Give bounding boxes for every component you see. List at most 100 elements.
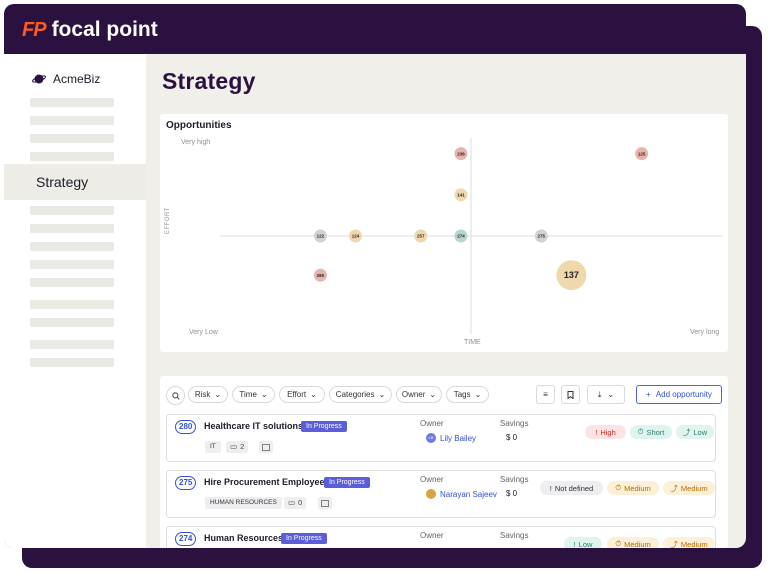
chip-text: Medium — [624, 539, 651, 549]
effort-chip: ⤴ Low — [676, 425, 714, 439]
briefcase-icon: ▭ — [288, 498, 296, 507]
opportunity-title[interactable]: Human Resources — [204, 533, 284, 543]
chip-text: Medium — [624, 483, 651, 493]
calendar-icon — [259, 441, 273, 453]
opportunity-id: 275 — [175, 476, 197, 490]
sidebar-item-placeholder[interactable] — [30, 278, 114, 287]
sidebar-item-placeholder[interactable] — [30, 300, 114, 309]
avatar: LB — [426, 433, 436, 443]
savings-label: Savings — [500, 419, 529, 428]
effort-filter[interactable]: Effort ⌄ — [279, 386, 325, 403]
chip-text: Not defined — [554, 483, 594, 493]
opportunity-title[interactable]: Hire Procurement Employees — [204, 477, 330, 487]
opportunity-point[interactable]: 124 — [349, 229, 363, 243]
opportunity-row[interactable]: 275 Hire Procurement Employees In Progre… — [166, 470, 716, 518]
point-marker[interactable] — [534, 229, 548, 243]
opportunity-point[interactable]: 274 — [454, 229, 468, 243]
opportunity-id: 280 — [175, 420, 197, 434]
chip-text: Medium — [680, 483, 708, 493]
search-button[interactable] — [166, 386, 185, 405]
filter-label: Time — [239, 390, 257, 399]
trend-icon: ⤴ — [670, 483, 678, 493]
tags-filter[interactable]: Tags ⌄ — [446, 386, 489, 403]
savings-value: $ 0 — [506, 433, 518, 442]
time-filter[interactable]: Time ⌄ — [232, 386, 275, 403]
sidebar-item-strategy[interactable]: Strategy — [4, 164, 146, 200]
risk-icon: ! — [595, 427, 598, 437]
logo-text: focal point — [51, 18, 158, 41]
chart-title: Opportunities — [166, 120, 232, 131]
point-label: 275 — [538, 234, 546, 239]
timer-icon: ⏱ — [637, 427, 644, 436]
filter-label: Categories — [335, 390, 375, 399]
categories-filter[interactable]: Categories ⌄ — [329, 386, 392, 403]
opportunity-point[interactable]: 236 — [454, 147, 468, 161]
org-brand[interactable]: AcmeBiz — [32, 72, 100, 86]
count-value: 2 — [240, 442, 245, 451]
opportunity-point[interactable]: 280 — [313, 268, 327, 282]
opportunity-point[interactable]: 275 — [534, 229, 548, 243]
sidebar-item-placeholder[interactable] — [30, 152, 114, 161]
sidebar-item-placeholder[interactable] — [30, 206, 114, 215]
opportunity-point[interactable]: 137 — [556, 260, 587, 291]
sidebar-item-placeholder[interactable] — [30, 242, 114, 251]
add-opportunity-button[interactable]: + Add opportunity — [636, 385, 722, 404]
planet-icon — [32, 74, 46, 84]
point-label: 141 — [457, 192, 465, 197]
owner-link[interactable]: Narayan Sajeev — [426, 489, 497, 499]
opportunity-point[interactable]: 122 — [313, 229, 327, 243]
owner-filter[interactable]: Owner ⌄ — [396, 386, 442, 403]
bookmark-icon — [567, 390, 574, 399]
risk-chip: ! Not defined — [540, 481, 603, 495]
timer-icon: ⏱ — [615, 483, 622, 492]
sidebar-item-placeholder[interactable] — [30, 340, 114, 349]
point-marker[interactable] — [454, 188, 468, 202]
point-marker[interactable] — [635, 147, 649, 161]
plus-icon: + — [646, 390, 651, 399]
sidebar-item-placeholder[interactable] — [30, 98, 114, 107]
point-marker[interactable] — [454, 147, 468, 161]
chevron-down-icon: ⌄ — [607, 390, 615, 399]
owner-link[interactable]: LB Lily Bailey — [426, 433, 476, 443]
time-chip: ⏱ Medium — [607, 537, 659, 548]
savings-label: Savings — [500, 531, 529, 540]
chip-text: High — [600, 427, 616, 437]
calendar-icon — [318, 497, 332, 509]
opportunity-row[interactable]: 280 Healthcare IT solutions In Progress … — [166, 414, 716, 462]
sidebar-item-placeholder[interactable] — [30, 358, 114, 367]
sidebar-item-placeholder[interactable] — [30, 116, 114, 125]
focal-point-logo[interactable]: FP focal point — [22, 18, 158, 42]
sidebar-item-placeholder[interactable] — [30, 134, 114, 143]
point-marker[interactable] — [313, 268, 327, 282]
point-marker[interactable] — [556, 260, 587, 291]
logo-mark: FP — [22, 18, 47, 41]
point-marker[interactable] — [313, 229, 327, 243]
scatter-plot: 236 125 141 122 124 257 274 275 280 137 — [220, 138, 722, 334]
owner-label: Owner — [420, 475, 444, 484]
page-title: Strategy — [162, 68, 256, 94]
sidebar-item-placeholder[interactable] — [30, 318, 114, 327]
category-tag: IT — [205, 441, 221, 453]
sidebar-item-placeholder[interactable] — [30, 224, 114, 233]
point-marker[interactable] — [454, 229, 468, 243]
point-marker[interactable] — [414, 229, 428, 243]
filter-label: Effort — [287, 390, 307, 399]
download-button[interactable]: ⤓ ⌄ — [587, 385, 625, 404]
opportunity-point[interactable]: 141 — [454, 188, 468, 202]
sort-button[interactable]: ≡ — [536, 385, 555, 404]
top-bar: FP focal point — [4, 4, 746, 54]
filter-label: Owner — [401, 390, 426, 399]
opportunity-point[interactable]: 257 — [414, 229, 428, 243]
sidebar-item-placeholder[interactable] — [30, 260, 114, 269]
risk-filter[interactable]: Risk ⌄ — [188, 386, 228, 403]
timer-icon: ⏱ — [615, 539, 622, 548]
opportunity-row[interactable]: 274 Human Resources In Progress Owner Sa… — [166, 526, 716, 548]
bookmark-button[interactable] — [561, 385, 580, 404]
app-body: AcmeBiz Strategy Strategy Opportunities … — [4, 54, 746, 548]
filter-label: Tags — [453, 390, 471, 399]
sidebar: AcmeBiz Strategy — [4, 54, 146, 548]
opportunity-title[interactable]: Healthcare IT solutions — [204, 421, 304, 431]
opportunity-point[interactable]: 125 — [635, 147, 649, 161]
point-label: 125 — [638, 151, 646, 156]
point-marker[interactable] — [349, 229, 363, 243]
